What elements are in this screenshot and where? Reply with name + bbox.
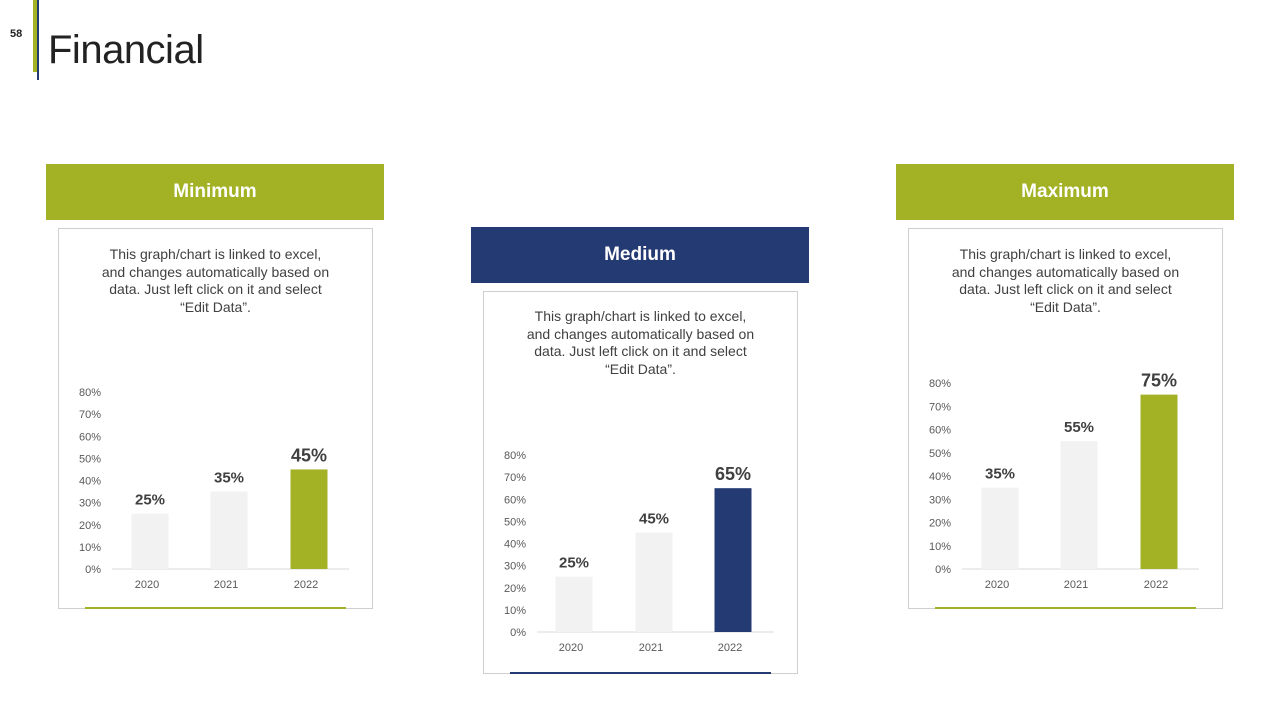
x-tick-label: 2022 [718, 642, 742, 654]
medium-underline [510, 672, 771, 674]
minimum-description: This graph/chart is linked to excel, and… [101, 246, 330, 315]
y-tick-label: 70% [504, 472, 526, 484]
maximum-underline [935, 607, 1196, 609]
bar-2021[interactable] [635, 532, 673, 632]
bar-2022[interactable] [714, 488, 752, 632]
data-label: 65% [715, 464, 751, 484]
minimum-header: Minimum [46, 164, 384, 220]
medium-description: This graph/chart is linked to excel, and… [526, 308, 755, 377]
bar-2020[interactable] [555, 576, 593, 632]
data-label: 45% [291, 445, 327, 465]
y-tick-label: 30% [79, 498, 101, 510]
y-tick-label: 30% [504, 561, 526, 573]
y-tick-label: 50% [504, 516, 526, 528]
y-tick-label: 0% [85, 564, 101, 576]
slide-number: 58 [10, 28, 23, 40]
y-tick-label: 50% [79, 453, 101, 465]
x-tick-label: 2021 [214, 579, 238, 591]
minimum-bar-chart[interactable]: 0% 10% 20% 30% 40% 50% 60% 70% 80% 25% 2020 35% 2021… [59, 229, 374, 610]
medium-header-label: Medium [604, 244, 676, 265]
data-label: 25% [135, 492, 165, 509]
x-tick-label: 2022 [294, 579, 318, 591]
y-tick-label: 0% [935, 564, 951, 576]
y-tick-label: 70% [79, 409, 101, 421]
y-tick-label: 20% [504, 583, 526, 595]
y-tick-label: 40% [79, 476, 101, 488]
y-tick-label: 40% [504, 539, 526, 551]
x-tick-label: 2020 [559, 642, 583, 654]
y-tick-label: 10% [79, 542, 101, 554]
y-tick-label: 20% [79, 520, 101, 532]
y-tick-label: 10% [929, 541, 951, 553]
minimum-header-label: Minimum [173, 181, 257, 202]
y-tick-label: 80% [504, 450, 526, 462]
maximum-chart-card[interactable]: This graph/chart is linked to excel, and… [908, 228, 1223, 609]
medium-header: Medium [471, 227, 809, 283]
bar-2022[interactable] [290, 469, 328, 569]
maximum-header-label: Maximum [1021, 181, 1109, 202]
y-tick-label: 60% [929, 425, 951, 437]
y-tick-label: 80% [79, 387, 101, 399]
title-accent-bar [33, 0, 37, 72]
data-label: 25% [559, 555, 589, 572]
bar-2020[interactable] [981, 487, 1019, 569]
page-title: Financial [48, 28, 204, 72]
x-tick-label: 2021 [1064, 579, 1088, 591]
y-tick-label: 10% [504, 605, 526, 617]
minimum-underline [85, 607, 346, 609]
x-tick-label: 2022 [1144, 579, 1168, 591]
bar-2022[interactable] [1140, 394, 1178, 569]
bar-2021[interactable] [1060, 441, 1098, 569]
maximum-description: This graph/chart is linked to excel, and… [951, 246, 1180, 315]
y-tick-label: 70% [929, 401, 951, 413]
y-tick-label: 40% [929, 471, 951, 483]
x-tick-label: 2021 [639, 642, 663, 654]
data-label: 55% [1064, 419, 1094, 436]
y-tick-label: 80% [929, 378, 951, 390]
maximum-header: Maximum [896, 164, 1234, 220]
title-accent-line [37, 0, 39, 80]
y-tick-label: 20% [929, 518, 951, 530]
bar-2020[interactable] [131, 513, 169, 569]
data-label: 75% [1141, 371, 1177, 391]
maximum-bar-chart[interactable]: 0% 10% 20% 30% 40% 50% 60% 70% 80% 35% 2020 55% 2021… [909, 229, 1224, 610]
data-label: 35% [214, 470, 244, 487]
y-tick-label: 30% [929, 494, 951, 506]
x-tick-label: 2020 [985, 579, 1009, 591]
data-label: 35% [985, 466, 1015, 483]
x-tick-label: 2020 [135, 579, 159, 591]
medium-chart-card[interactable]: This graph/chart is linked to excel, and… [483, 291, 798, 674]
medium-bar-chart[interactable]: 0% 10% 20% 30% 40% 50% 60% 70% 80% 25% 2020 45% 2021… [484, 292, 799, 675]
y-tick-label: 60% [79, 431, 101, 443]
minimum-chart-card[interactable]: This graph/chart is linked to excel, and… [58, 228, 373, 609]
y-tick-label: 60% [504, 494, 526, 506]
data-label: 45% [639, 510, 669, 527]
bar-2021[interactable] [210, 491, 248, 569]
y-tick-label: 0% [510, 627, 526, 639]
y-tick-label: 50% [929, 448, 951, 460]
